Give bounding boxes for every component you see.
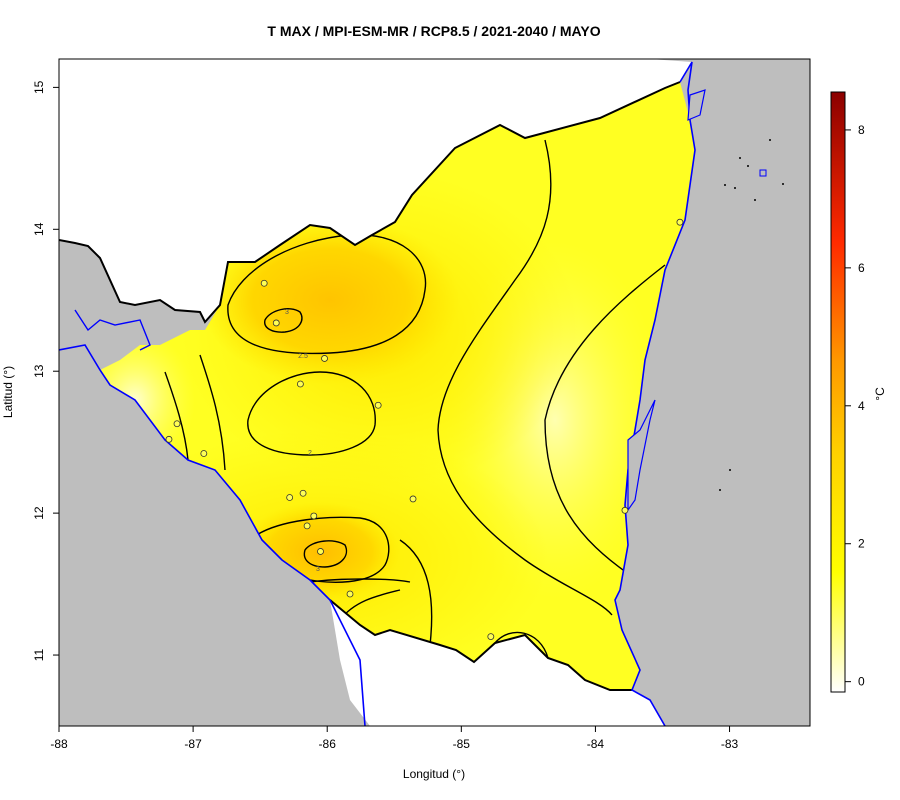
colorbar-tick-label: 0 bbox=[858, 675, 865, 689]
contour-line bbox=[164, 371, 189, 461]
colorbar-ticks: 8 6 4 2 0 bbox=[845, 123, 865, 689]
colorbar bbox=[830, 91, 846, 693]
colorbar-tick-label: 8 bbox=[858, 123, 865, 137]
station-marker bbox=[165, 435, 173, 443]
honduras-land bbox=[59, 59, 692, 322]
station-marker bbox=[621, 506, 629, 514]
station-marker bbox=[317, 548, 324, 555]
y-tick-label: 11 bbox=[32, 648, 46, 661]
x-tick-label: -86 bbox=[319, 737, 337, 751]
station-marker bbox=[310, 512, 318, 520]
contour-line bbox=[199, 354, 226, 471]
y-axis-label: Latitud (°) bbox=[1, 366, 15, 418]
contour-label: 2 bbox=[308, 450, 312, 457]
colorbar-tick-label: 2 bbox=[858, 537, 865, 551]
contour-label: 3 bbox=[316, 566, 320, 573]
y-tick-label: 15 bbox=[32, 80, 46, 94]
contour-label: 3 bbox=[285, 309, 289, 316]
caribbean-coastline bbox=[614, 61, 696, 726]
contour-line bbox=[399, 539, 433, 646]
nicaragua-southern-border bbox=[329, 599, 632, 691]
station-marker bbox=[173, 420, 181, 428]
y-tick-label: 12 bbox=[32, 506, 46, 520]
contour-line bbox=[247, 371, 376, 456]
colorbar-tick-label: 4 bbox=[858, 399, 865, 413]
contour-line bbox=[437, 139, 613, 616]
contour-line bbox=[309, 578, 411, 583]
contour-line bbox=[494, 631, 549, 659]
x-tick-label: -85 bbox=[453, 737, 471, 751]
station-marker bbox=[303, 522, 311, 530]
contour-line bbox=[227, 234, 427, 355]
station-marker bbox=[321, 355, 328, 362]
contour-line bbox=[264, 308, 303, 333]
y-tick-label: 14 bbox=[32, 222, 46, 236]
northern-lagoon bbox=[687, 89, 706, 121]
cay-dots bbox=[759, 169, 767, 177]
station-marker bbox=[346, 590, 354, 598]
map-title: T MAX / MPI-ESM-MR / RCP8.5 / 2021-2040 … bbox=[267, 23, 600, 39]
station-markers bbox=[165, 218, 684, 640]
contour-label: 2.5 bbox=[298, 353, 308, 360]
station-marker bbox=[260, 279, 268, 287]
station-marker bbox=[299, 489, 307, 497]
contour-line bbox=[303, 540, 348, 568]
station-marker bbox=[374, 401, 382, 409]
y-axis: 15 14 13 12 11 bbox=[32, 80, 59, 661]
pearl-lagoon bbox=[627, 399, 656, 512]
station-marker bbox=[296, 380, 304, 388]
plot-frame bbox=[58, 58, 811, 727]
nicaragua-land-border bbox=[59, 81, 681, 324]
colorbar-tick-label: 6 bbox=[858, 261, 865, 275]
gulf-fonseca-coast bbox=[74, 309, 151, 351]
station-marker bbox=[409, 495, 417, 503]
station-marker bbox=[676, 218, 684, 226]
colorbar-unit: °C bbox=[873, 387, 887, 401]
x-tick-label: -84 bbox=[587, 737, 605, 751]
station-marker bbox=[272, 319, 280, 327]
contour-line bbox=[544, 264, 666, 576]
y-tick-label: 13 bbox=[32, 364, 46, 378]
x-tick-label: -83 bbox=[721, 737, 739, 751]
x-tick-label: -87 bbox=[184, 737, 202, 751]
station-marker bbox=[487, 633, 495, 640]
x-axis-label: Longitud (°) bbox=[403, 767, 465, 781]
x-axis: -88 -87 -86 -85 -84 -83 bbox=[50, 726, 739, 751]
x-tick-label: -88 bbox=[50, 737, 68, 751]
pacific-coastline bbox=[59, 344, 366, 726]
costa-rica-land bbox=[330, 600, 665, 726]
station-marker bbox=[200, 450, 208, 457]
station-marker bbox=[286, 494, 294, 501]
